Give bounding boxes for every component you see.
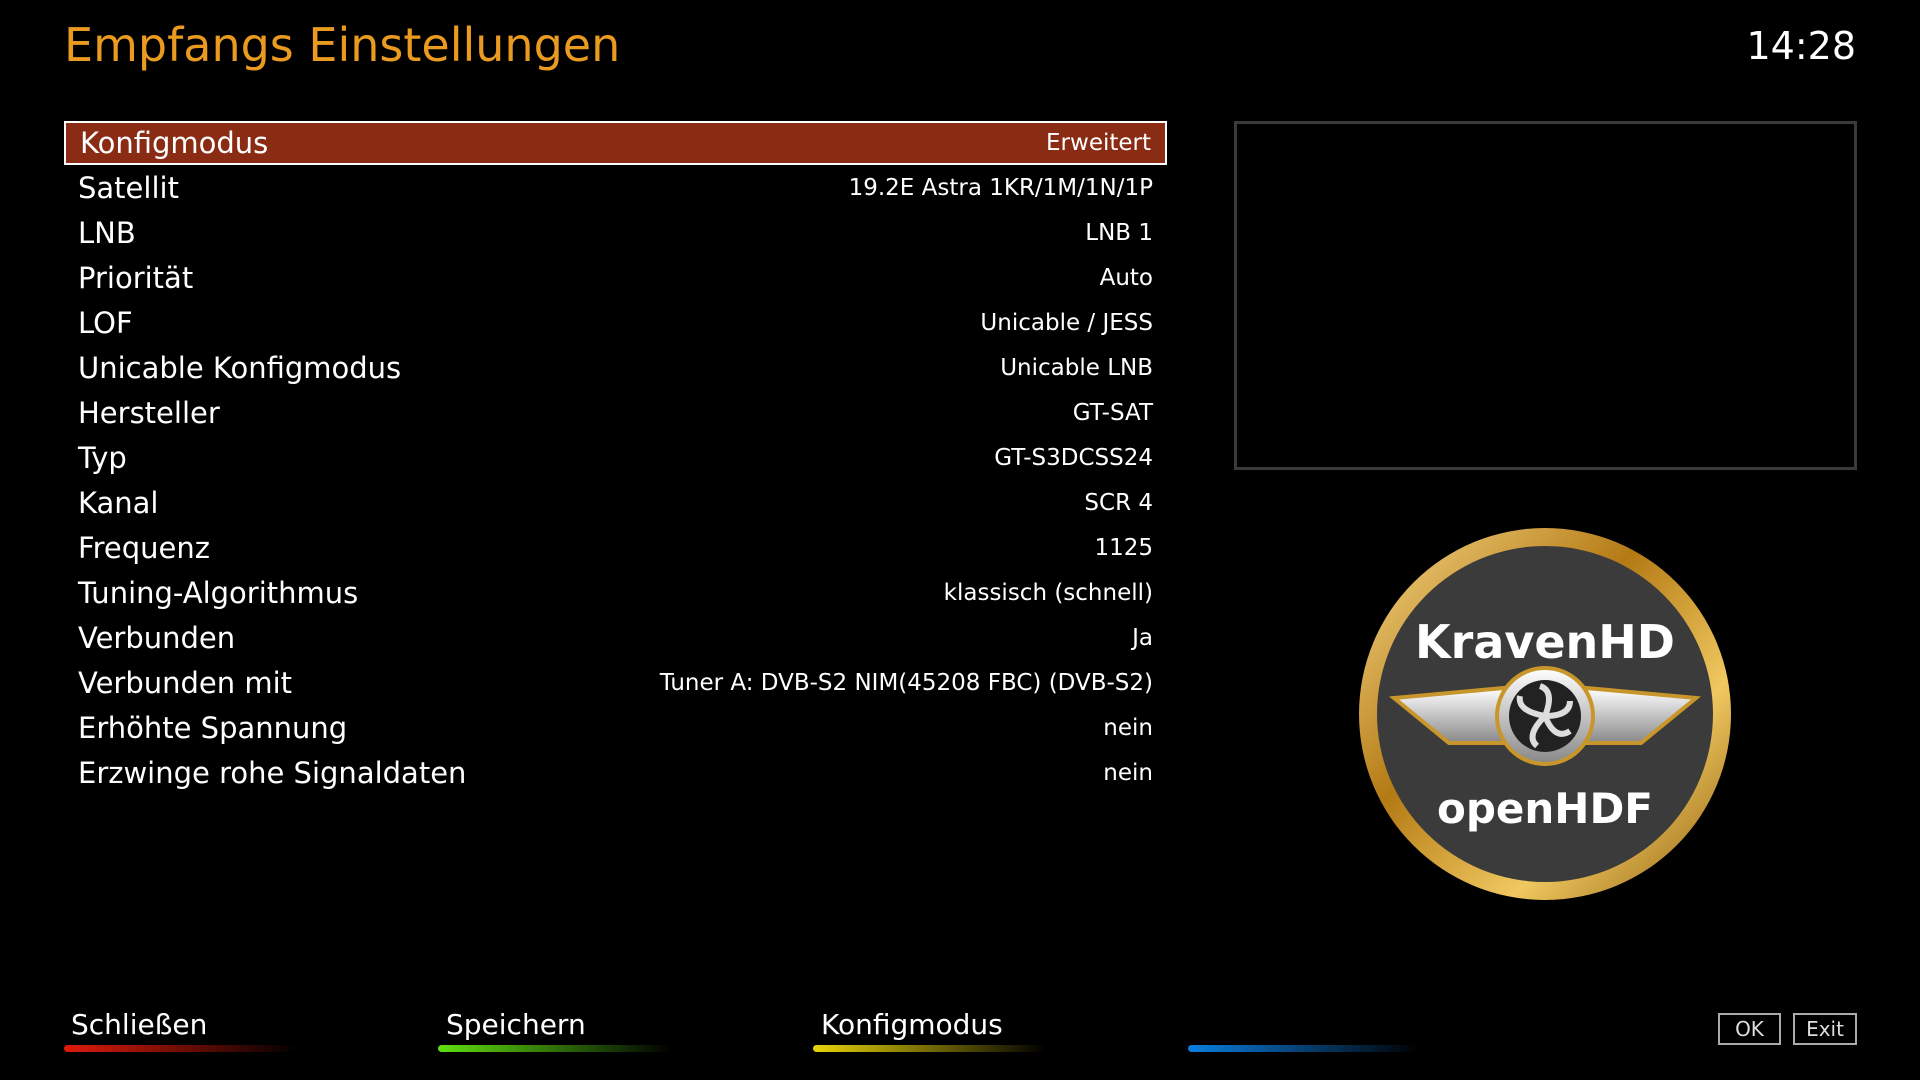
setting-label: Priorität <box>78 260 194 295</box>
setting-label: Verbunden <box>78 620 236 655</box>
blue-color-bar[interactable] <box>1188 1045 1420 1052</box>
setting-row[interactable]: Verbunden Ja <box>64 615 1167 660</box>
setting-value: Unicable / JESS <box>980 309 1153 336</box>
logo-text-openhdf: openHDF <box>1437 784 1653 833</box>
exit-key[interactable]: Exit <box>1793 1013 1857 1045</box>
setting-value: LNB 1 <box>1085 219 1153 246</box>
setting-row[interactable]: Kanal SCR 4 <box>64 480 1167 525</box>
setting-label: Erzwinge rohe Signaldaten <box>78 755 467 790</box>
yellow-button-configmode[interactable]: Konfigmodus <box>821 1008 1003 1041</box>
setting-label: Unicable Konfigmodus <box>78 350 402 385</box>
setting-value: SCR 4 <box>1084 489 1153 516</box>
setting-label: Tuning-Algorithmus <box>78 575 359 610</box>
setting-value: Auto <box>1099 264 1153 291</box>
setting-value: Tuner A: DVB-S2 NIM(45208 FBC) (DVB-S2) <box>659 669 1153 696</box>
setting-row[interactable]: Verbunden mit Tuner A: DVB-S2 NIM(45208 F… <box>64 660 1167 705</box>
setting-label: Kanal <box>78 485 159 520</box>
setting-row[interactable]: LOF Unicable / JESS <box>64 300 1167 345</box>
page-title: Empfangs Einstellungen <box>64 18 621 72</box>
setting-row[interactable]: Typ GT-S3DCSS24 <box>64 435 1167 480</box>
setting-label: Typ <box>78 440 127 475</box>
setting-label: Verbunden mit <box>78 665 293 700</box>
setting-row[interactable]: Erhöhte Spannung nein <box>64 705 1167 750</box>
setting-label: LOF <box>78 305 133 340</box>
setting-value: klassisch (schnell) <box>943 579 1153 606</box>
logo-text-kravenhd: KravenHD <box>1415 615 1675 669</box>
setting-value: GT-SAT <box>1072 399 1153 426</box>
setting-label: Frequenz <box>78 530 210 565</box>
setting-row[interactable]: Satellit 19.2E Astra 1KR/1M/1N/1P <box>64 165 1167 210</box>
setting-row[interactable]: Tuning-Algorithmus klassisch (schnell) <box>64 570 1167 615</box>
setting-value: Erweitert <box>1046 130 1151 156</box>
setting-value: GT-S3DCSS24 <box>994 444 1153 471</box>
setting-label: LNB <box>78 215 136 250</box>
setting-row[interactable]: Konfigmodus Erweitert <box>64 121 1167 165</box>
setting-value: 19.2E Astra 1KR/1M/1N/1P <box>848 174 1153 201</box>
setting-value: nein <box>1103 714 1153 741</box>
setting-row[interactable]: Hersteller GT-SAT <box>64 390 1167 435</box>
red-color-bar <box>64 1045 296 1052</box>
setting-label: Hersteller <box>78 395 220 430</box>
ok-key[interactable]: OK <box>1718 1013 1781 1045</box>
setting-row[interactable]: Unicable Konfigmodus Unicable LNB <box>64 345 1167 390</box>
setting-row[interactable]: Priorität Auto <box>64 255 1167 300</box>
setting-row[interactable]: LNB LNB 1 <box>64 210 1167 255</box>
setting-value: nein <box>1103 759 1153 786</box>
green-button-save[interactable]: Speichern <box>446 1008 586 1041</box>
clock: 14:28 <box>1746 24 1856 68</box>
red-button-close[interactable]: Schließen <box>71 1008 208 1041</box>
tv-preview <box>1234 121 1857 470</box>
setting-label: Satellit <box>78 170 179 205</box>
setting-value: Ja <box>1132 624 1153 651</box>
setting-row[interactable]: Erzwinge rohe Signaldaten nein <box>64 750 1167 795</box>
setting-row[interactable]: Frequenz 1125 <box>64 525 1167 570</box>
yellow-color-bar <box>813 1045 1045 1052</box>
settings-list: Konfigmodus Erweitert Satellit 19.2E Astra … <box>64 121 1167 795</box>
setting-label: Konfigmodus <box>80 126 269 160</box>
kravenhd-logo: KravenHD openHDF <box>1359 528 1731 900</box>
setting-label: Erhöhte Spannung <box>78 710 348 745</box>
setting-value: Unicable LNB <box>1000 354 1153 381</box>
green-color-bar <box>438 1045 670 1052</box>
setting-value: 1125 <box>1094 534 1153 561</box>
